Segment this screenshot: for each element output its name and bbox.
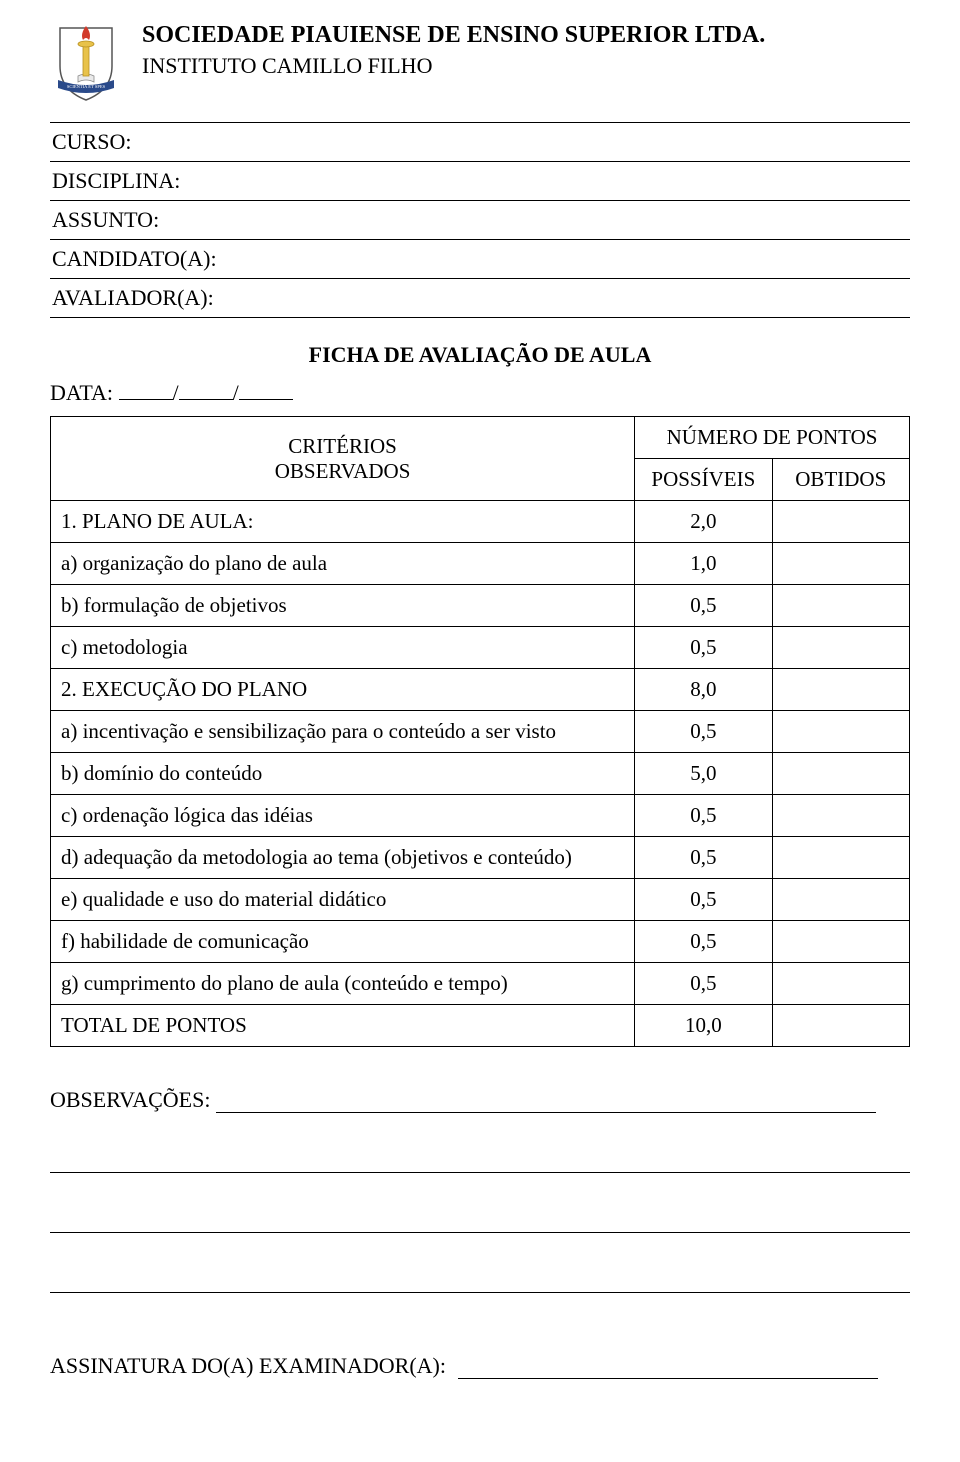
obt-cell bbox=[772, 753, 909, 795]
obt-cell bbox=[772, 669, 909, 711]
observations-block: OBSERVAÇÕES: bbox=[50, 1087, 910, 1293]
pts-cell: 0,5 bbox=[635, 627, 772, 669]
table-row: d) adequação da metodologia ao tema (obj… bbox=[51, 837, 910, 879]
label-assunto: ASSUNTO: bbox=[52, 207, 159, 232]
pts-cell: 0,5 bbox=[635, 963, 772, 1005]
header-criterios-line1: CRITÉRIOS bbox=[288, 434, 397, 458]
crit-cell: TOTAL DE PONTOS bbox=[51, 1005, 635, 1047]
signature-label: ASSINATURA DO(A) EXAMINADOR(A): bbox=[50, 1353, 446, 1378]
pts-cell: 0,5 bbox=[635, 585, 772, 627]
info-row-assunto: ASSUNTO: bbox=[50, 201, 910, 240]
crit-cell: a) incentivação e sensibilização para o … bbox=[51, 711, 635, 753]
signature-line bbox=[458, 1361, 878, 1379]
obt-cell bbox=[772, 543, 909, 585]
date-label: DATA: bbox=[50, 380, 113, 405]
signature-block: ASSINATURA DO(A) EXAMINADOR(A): bbox=[50, 1353, 910, 1379]
table-row: e) qualidade e uso do material didático … bbox=[51, 879, 910, 921]
crit-cell: g) cumprimento do plano de aula (conteúd… bbox=[51, 963, 635, 1005]
observations-line bbox=[216, 1095, 876, 1113]
table-row: f) habilidade de comunicação 0,5 bbox=[51, 921, 910, 963]
obt-cell bbox=[772, 921, 909, 963]
crit-cell: c) metodologia bbox=[51, 627, 635, 669]
crit-cell: b) domínio do conteúdo bbox=[51, 753, 635, 795]
table-row: b) formulação de objetivos 0,5 bbox=[51, 585, 910, 627]
svg-text:SCIENTIA ET SPES: SCIENTIA ET SPES bbox=[67, 84, 106, 89]
table-row: b) domínio do conteúdo 5,0 bbox=[51, 753, 910, 795]
obt-cell bbox=[772, 1005, 909, 1047]
observations-line bbox=[50, 1195, 910, 1233]
observations-label: OBSERVAÇÕES: bbox=[50, 1087, 210, 1112]
pts-cell: 0,5 bbox=[635, 879, 772, 921]
info-row-disciplina: DISCIPLINA: bbox=[50, 162, 910, 201]
crit-cell: 2. EXECUÇÃO DO PLANO bbox=[51, 669, 635, 711]
pts-cell: 0,5 bbox=[635, 795, 772, 837]
header-obtidos: OBTIDOS bbox=[772, 459, 909, 501]
header-pontos: NÚMERO DE PONTOS bbox=[635, 417, 910, 459]
header-possiveis: POSSÍVEIS bbox=[635, 459, 772, 501]
date-blank-year bbox=[239, 382, 293, 400]
pts-cell: 2,0 bbox=[635, 501, 772, 543]
observations-line bbox=[50, 1135, 910, 1173]
date-blank-day bbox=[119, 382, 173, 400]
table-row: c) metodologia 0,5 bbox=[51, 627, 910, 669]
obt-cell bbox=[772, 879, 909, 921]
pts-cell: 8,0 bbox=[635, 669, 772, 711]
obt-cell bbox=[772, 963, 909, 1005]
form-title: FICHA DE AVALIAÇÃO DE AULA bbox=[50, 342, 910, 368]
crit-cell: f) habilidade de comunicação bbox=[51, 921, 635, 963]
label-candidato: CANDIDATO(A): bbox=[52, 246, 217, 271]
crit-cell: d) adequação da metodologia ao tema (obj… bbox=[51, 837, 635, 879]
obt-cell bbox=[772, 627, 909, 669]
crit-cell: a) organização do plano de aula bbox=[51, 543, 635, 585]
crit-cell: c) ordenação lógica das idéias bbox=[51, 795, 635, 837]
pts-cell: 0,5 bbox=[635, 711, 772, 753]
institution-logo: SCIENTIA ET SPES bbox=[50, 20, 122, 102]
info-row-candidato: CANDIDATO(A): bbox=[50, 240, 910, 279]
header-criterios-line2: OBSERVADOS bbox=[275, 459, 411, 483]
label-curso: CURSO: bbox=[52, 129, 131, 154]
org-title: SOCIEDADE PIAUIENSE DE ENSINO SUPERIOR L… bbox=[142, 22, 910, 49]
crit-cell: e) qualidade e uso do material didático bbox=[51, 879, 635, 921]
table-row: g) cumprimento do plano de aula (conteúd… bbox=[51, 963, 910, 1005]
evaluation-table: CRITÉRIOS OBSERVADOS NÚMERO DE PONTOS PO… bbox=[50, 416, 910, 1047]
table-header-row-1: CRITÉRIOS OBSERVADOS NÚMERO DE PONTOS bbox=[51, 417, 910, 459]
date-blank-month bbox=[179, 382, 233, 400]
table-body: 1. PLANO DE AULA: 2,0 a) organização do … bbox=[51, 501, 910, 1047]
pts-cell: 1,0 bbox=[635, 543, 772, 585]
obt-cell bbox=[772, 837, 909, 879]
date-line: DATA: // bbox=[50, 380, 910, 406]
pts-cell: 0,5 bbox=[635, 921, 772, 963]
crit-cell: b) formulação de objetivos bbox=[51, 585, 635, 627]
label-avaliador: AVALIADOR(A): bbox=[52, 285, 214, 310]
obt-cell bbox=[772, 501, 909, 543]
obt-cell bbox=[772, 585, 909, 627]
table-row: a) incentivação e sensibilização para o … bbox=[51, 711, 910, 753]
header-criterios: CRITÉRIOS OBSERVADOS bbox=[51, 417, 635, 501]
info-block: CURSO: DISCIPLINA: ASSUNTO: CANDIDATO(A)… bbox=[50, 122, 910, 318]
info-row-curso: CURSO: bbox=[50, 122, 910, 162]
table-row: TOTAL DE PONTOS 10,0 bbox=[51, 1005, 910, 1047]
pts-cell: 10,0 bbox=[635, 1005, 772, 1047]
pts-cell: 5,0 bbox=[635, 753, 772, 795]
label-disciplina: DISCIPLINA: bbox=[52, 168, 180, 193]
table-row: a) organização do plano de aula 1,0 bbox=[51, 543, 910, 585]
table-row: 1. PLANO DE AULA: 2,0 bbox=[51, 501, 910, 543]
pts-cell: 0,5 bbox=[635, 837, 772, 879]
table-row: c) ordenação lógica das idéias 0,5 bbox=[51, 795, 910, 837]
table-row: 2. EXECUÇÃO DO PLANO 8,0 bbox=[51, 669, 910, 711]
org-subtitle: INSTITUTO CAMILLO FILHO bbox=[142, 53, 910, 79]
obt-cell bbox=[772, 711, 909, 753]
info-row-avaliador: AVALIADOR(A): bbox=[50, 279, 910, 318]
observations-line bbox=[50, 1255, 910, 1293]
document-header: SCIENTIA ET SPES SOCIEDADE PIAUIENSE DE … bbox=[50, 20, 910, 102]
crit-cell: 1. PLANO DE AULA: bbox=[51, 501, 635, 543]
header-text-block: SOCIEDADE PIAUIENSE DE ENSINO SUPERIOR L… bbox=[142, 20, 910, 79]
obt-cell bbox=[772, 795, 909, 837]
